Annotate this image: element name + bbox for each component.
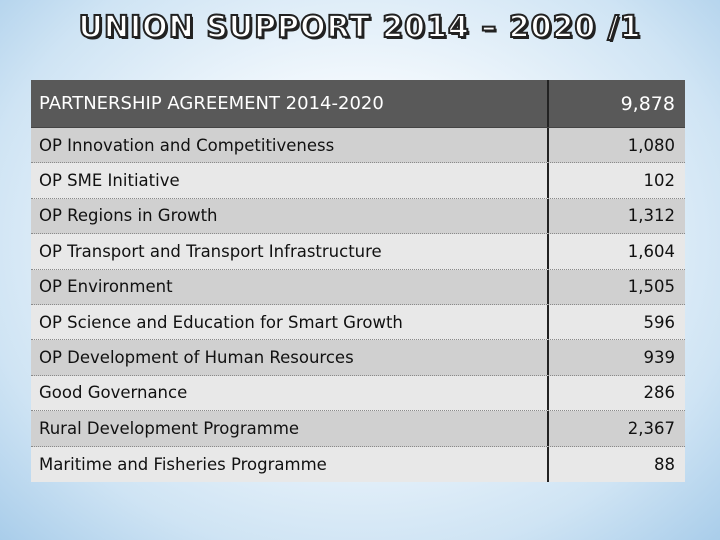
row-label: Good Governance [31, 375, 549, 411]
row-label: OP Science and Education for Smart Growt… [31, 304, 549, 340]
row-label: OP Regions in Growth [31, 198, 549, 234]
table-row: OP Development of Human Resources 939 [31, 340, 685, 376]
header-label: PARTNERSHIP AGREEMENT 2014-2020 [31, 80, 549, 127]
table-row: OP Environment 1,505 [31, 269, 685, 305]
row-label: OP Development of Human Resources [31, 340, 549, 375]
row-value: 1,604 [627, 241, 675, 261]
table-row: Maritime and Fisheries Programme 88 [31, 446, 685, 482]
row-label: OP Transport and Transport Infrastructur… [31, 234, 549, 269]
table-row: Rural Development Programme 2,367 [31, 411, 685, 447]
table-row: OP Transport and Transport Infrastructur… [31, 234, 685, 270]
row-value: 1,312 [627, 206, 675, 226]
table-row: OP Regions in Growth 1,312 [31, 198, 685, 235]
slide-title: UNION SUPPORT 2014 – 2020 /1 [78, 9, 642, 46]
row-value: 1,080 [627, 135, 675, 155]
table-row: OP Innovation and Competitiveness 1,080 [31, 128, 685, 164]
row-label: OP SME Initiative [31, 163, 549, 198]
row-label: Maritime and Fisheries Programme [31, 446, 549, 482]
row-value: 286 [643, 383, 676, 403]
table-row: OP SME Initiative 102 [31, 163, 685, 199]
row-label: Rural Development Programme [31, 411, 549, 446]
row-label: OP Environment [31, 269, 549, 304]
funding-table: PARTNERSHIP AGREEMENT 2014-2020 9,878 OP… [31, 80, 685, 482]
table-row: OP Science and Education for Smart Growt… [31, 304, 685, 341]
row-value: 88 [654, 454, 675, 474]
row-value: 596 [643, 312, 676, 332]
row-label: OP Innovation and Competitiveness [31, 128, 549, 163]
table-header-row: PARTNERSHIP AGREEMENT 2014-2020 9,878 [31, 80, 685, 128]
row-value: 939 [643, 348, 676, 368]
table-row: Good Governance 286 [31, 375, 685, 412]
header-value: 9,878 [620, 92, 675, 115]
row-value: 1,505 [627, 277, 675, 297]
row-value: 2,367 [627, 418, 675, 438]
row-value: 102 [643, 171, 676, 191]
